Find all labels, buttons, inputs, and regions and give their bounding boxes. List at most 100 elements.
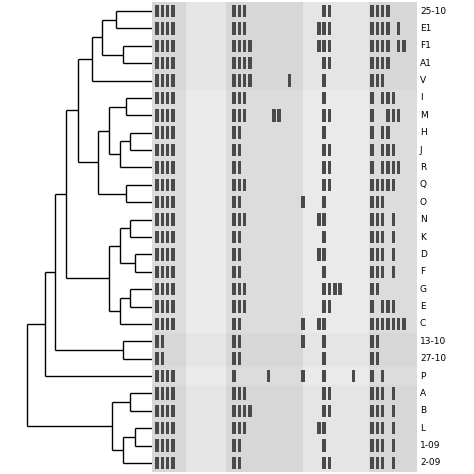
Bar — [161, 300, 164, 313]
Bar — [237, 109, 241, 122]
Bar — [161, 74, 164, 87]
Text: L: L — [420, 424, 425, 433]
Bar — [232, 352, 236, 365]
Bar — [322, 248, 326, 261]
Bar — [375, 231, 379, 243]
Bar — [171, 196, 174, 209]
Bar — [381, 387, 384, 400]
Bar — [322, 109, 326, 122]
Bar — [328, 39, 331, 52]
Text: G: G — [420, 285, 427, 293]
Bar — [248, 57, 252, 70]
Bar — [301, 335, 305, 347]
Bar — [301, 318, 305, 330]
Bar — [370, 196, 374, 209]
Bar — [171, 248, 174, 261]
Bar — [317, 213, 320, 226]
Bar — [232, 335, 236, 347]
Bar — [166, 127, 169, 139]
Bar — [237, 161, 241, 174]
Bar — [155, 39, 159, 52]
Text: K: K — [420, 233, 426, 241]
Bar — [171, 387, 174, 400]
Bar — [152, 159, 417, 176]
Bar — [392, 109, 395, 122]
Bar — [392, 318, 395, 330]
Text: E: E — [420, 302, 426, 311]
Bar — [370, 74, 374, 87]
Bar — [392, 300, 395, 313]
Bar — [226, 2, 303, 472]
Bar — [166, 387, 169, 400]
Bar — [161, 283, 164, 295]
Bar — [166, 439, 169, 452]
Bar — [370, 161, 374, 174]
Bar — [232, 109, 236, 122]
Bar — [232, 57, 236, 70]
Bar — [370, 318, 374, 330]
Bar — [171, 283, 174, 295]
Bar — [152, 315, 417, 333]
Bar — [237, 5, 241, 18]
Bar — [386, 91, 390, 104]
Bar — [375, 248, 379, 261]
Bar — [381, 439, 384, 452]
Bar — [155, 213, 159, 226]
Bar — [155, 196, 159, 209]
Bar — [152, 402, 417, 419]
Bar — [381, 127, 384, 139]
Bar — [155, 283, 159, 295]
Bar — [267, 370, 270, 383]
Bar — [152, 72, 417, 89]
Bar — [322, 5, 326, 18]
Bar — [386, 161, 390, 174]
Bar — [322, 370, 326, 383]
Bar — [381, 404, 384, 417]
Bar — [237, 283, 241, 295]
Bar — [317, 318, 320, 330]
Bar — [322, 352, 326, 365]
Bar — [322, 439, 326, 452]
Bar — [155, 352, 159, 365]
Bar — [152, 333, 417, 350]
Bar — [155, 231, 159, 243]
Bar — [237, 231, 241, 243]
Bar — [166, 57, 169, 70]
Bar — [370, 265, 374, 278]
Bar — [243, 22, 246, 35]
Bar — [402, 318, 406, 330]
Bar — [375, 74, 379, 87]
Bar — [248, 39, 252, 52]
Bar — [232, 283, 236, 295]
Bar — [166, 213, 169, 226]
Bar — [152, 2, 186, 472]
Bar — [369, 2, 417, 472]
Bar — [161, 422, 164, 435]
Bar — [322, 283, 326, 295]
Bar — [155, 144, 159, 156]
Bar — [171, 39, 174, 52]
Bar — [166, 161, 169, 174]
Text: 27-10: 27-10 — [420, 354, 446, 363]
Bar — [152, 263, 417, 281]
Bar — [381, 300, 384, 313]
Bar — [232, 22, 236, 35]
Bar — [155, 109, 159, 122]
Bar — [232, 300, 236, 313]
Bar — [161, 352, 164, 365]
Bar — [237, 196, 241, 209]
Bar — [375, 283, 379, 295]
Bar — [171, 231, 174, 243]
Bar — [328, 57, 331, 70]
Bar — [155, 404, 159, 417]
Text: N: N — [420, 215, 427, 224]
Bar — [386, 144, 390, 156]
Bar — [166, 144, 169, 156]
Bar — [161, 39, 164, 52]
Bar — [152, 55, 417, 72]
Bar — [322, 91, 326, 104]
Text: D: D — [420, 250, 427, 259]
Bar — [322, 335, 326, 347]
Bar — [232, 265, 236, 278]
Text: P: P — [420, 372, 425, 381]
